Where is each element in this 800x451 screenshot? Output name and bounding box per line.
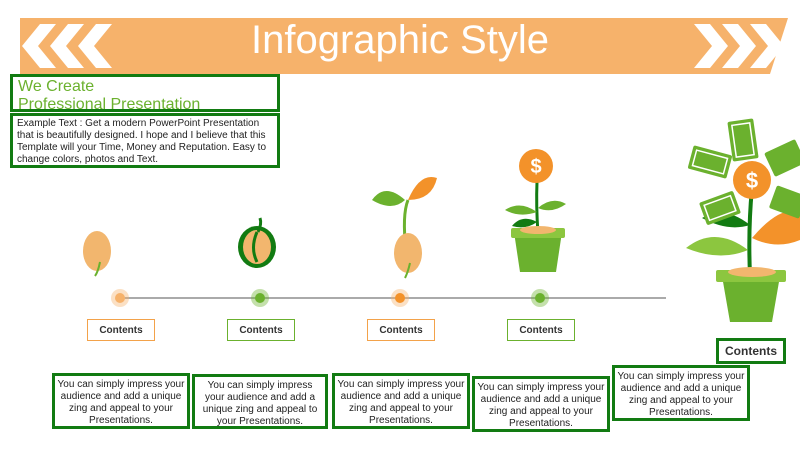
stage-1-label: Contents xyxy=(87,319,155,341)
stage-4-text: You can simply impress your audience and… xyxy=(472,376,610,432)
intro-description: Example Text : Get a modern PowerPoint P… xyxy=(10,113,280,168)
seedling-icon xyxy=(372,176,437,279)
timeline-dot-1-core xyxy=(115,293,125,303)
left-chevrons-icon xyxy=(22,24,112,68)
banknote-icon xyxy=(688,145,732,179)
stage-2-label: Contents xyxy=(227,319,295,341)
right-chevrons-icon xyxy=(694,24,784,68)
money-tree-icon: $ xyxy=(686,118,800,322)
page-title: Infographic Style xyxy=(251,18,549,62)
banknote-icon xyxy=(769,185,800,219)
intro-heading-line1: We Create xyxy=(18,78,95,95)
seed-icon xyxy=(83,231,111,277)
dollar-icon: $ xyxy=(530,156,541,178)
stage-5-text: You can simply impress your audience and… xyxy=(612,365,750,421)
dollar-icon-large: $ xyxy=(746,168,758,193)
banknote-icon xyxy=(764,139,800,177)
stage-1-text: You can simply impress your audience and… xyxy=(52,373,190,429)
potted-plant-icon: $ xyxy=(505,149,566,272)
timeline-dot-2-core xyxy=(255,293,265,303)
intro-heading: We Create Professional Presentation xyxy=(10,74,280,113)
stage-3-text: You can simply impress your audience and… xyxy=(332,373,470,429)
intro-heading-line2: Professional Presentation xyxy=(18,96,201,113)
stage-2-text: You can simply impress your audience and… xyxy=(192,374,328,429)
title-banner xyxy=(20,18,788,74)
timeline-dot-4-core xyxy=(535,293,545,303)
stage-5-label: Contents xyxy=(716,338,786,364)
stage-4-label: Contents xyxy=(507,319,575,341)
stage-3-label: Contents xyxy=(367,319,435,341)
banknote-icon xyxy=(727,118,759,162)
sprouting-seed-icon xyxy=(238,217,276,268)
banknote-icon xyxy=(699,191,741,225)
timeline-dot-3-core xyxy=(395,293,405,303)
growth-illustration: $ $ xyxy=(83,118,800,322)
